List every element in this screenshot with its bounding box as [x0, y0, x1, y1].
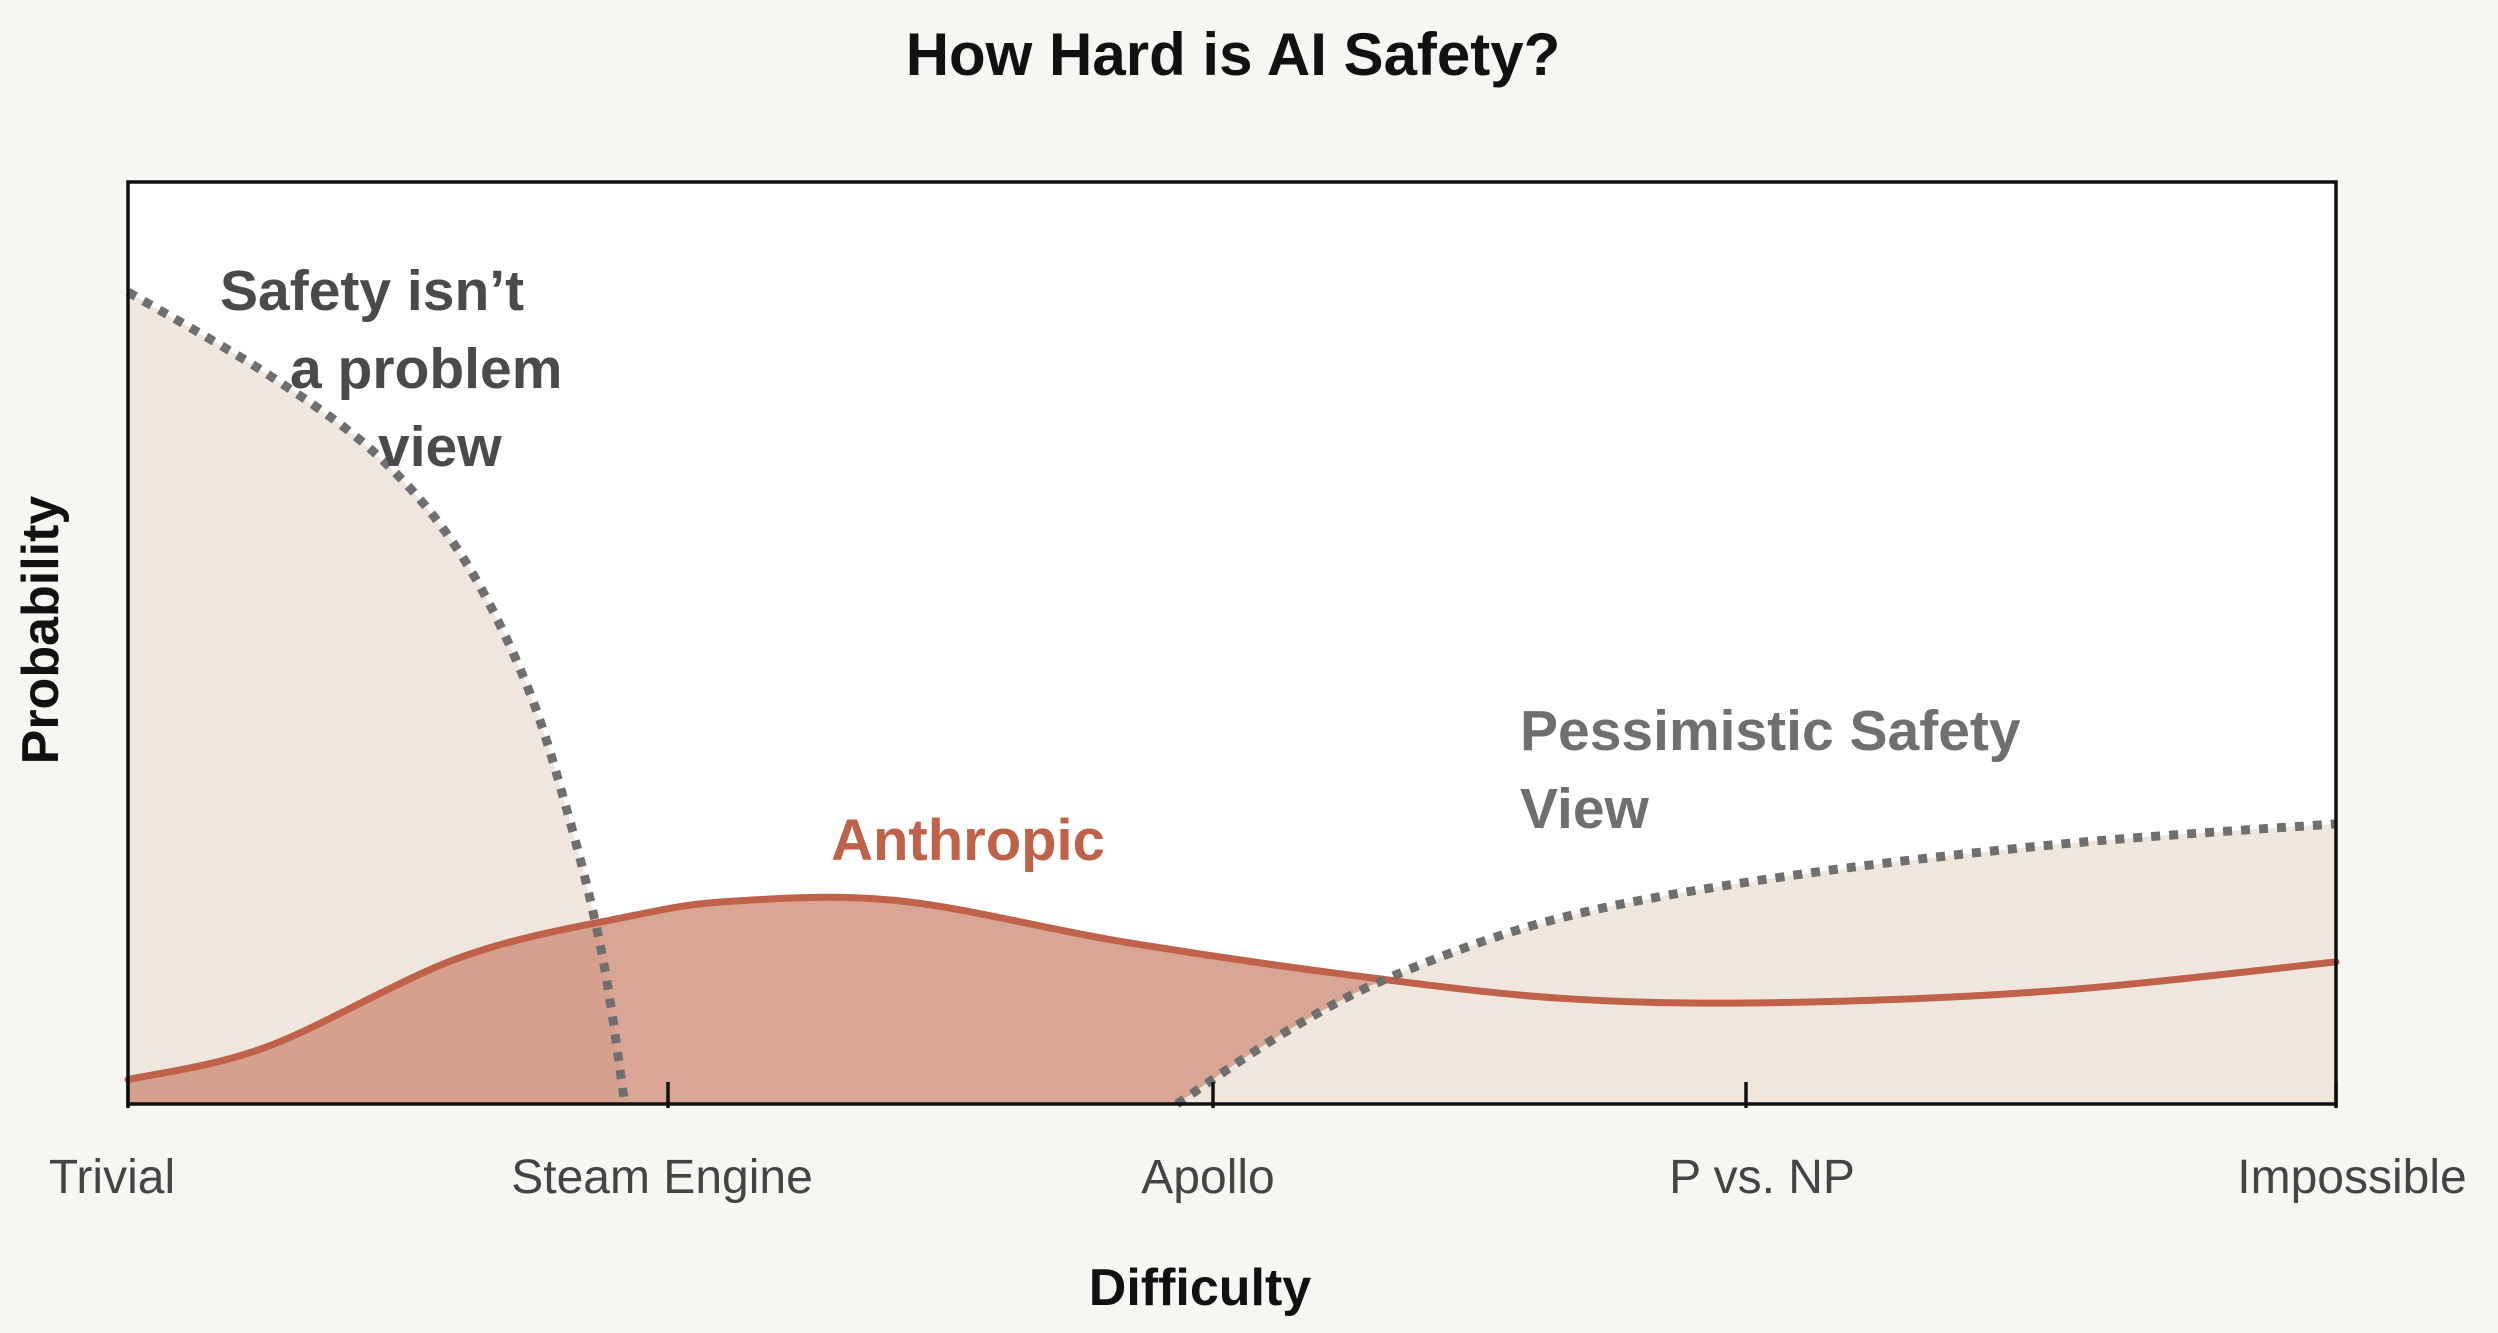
series-line-pessimistic-safety-view [1174, 819, 2337, 1108]
x-axis-label: Difficulty [1089, 1259, 1312, 1317]
x-tick-label-p-vs-np: P vs. NP [1669, 1151, 1855, 1204]
chart-title: How Hard is AI Safety? [906, 21, 1561, 88]
x-tick-label-trivial: Trivial [49, 1151, 175, 1204]
area-lines [124, 288, 2340, 1108]
series-area-pessimistic-safety-view [1176, 823, 2336, 1104]
series-label-pessimistic-safety-view: Pessimistic Safety View [1520, 699, 2021, 841]
x-ticks [126, 1082, 2338, 1108]
x-tick-labels: Trivial Steam Engine Apollo P vs. NP Impossi… [49, 1151, 2467, 1204]
area-fills [128, 292, 2336, 1104]
series-label-safety-isn-t-a-problem-view: Safety isn’t a problem view [220, 259, 562, 479]
y-axis-label: Probability [12, 496, 70, 765]
x-tick-label-apollo: Apollo [1141, 1151, 1274, 1204]
plot-area-frame [126, 180, 2338, 1106]
series-line-safety-isn-t-a-problem-view [125, 288, 630, 1105]
series-label-anthropic: Anthropic [831, 808, 1105, 873]
series-line-anthropic [124, 893, 2340, 1084]
x-tick-label-impossible: Impossible [2237, 1151, 2466, 1204]
series-area-safety-isn-t-a-problem-view [128, 292, 625, 1104]
series-labels: Safety isn’t a problem view Anthropic Pessim… [220, 259, 2021, 873]
x-tick-label-steam-engine: Steam Engine [511, 1151, 813, 1204]
